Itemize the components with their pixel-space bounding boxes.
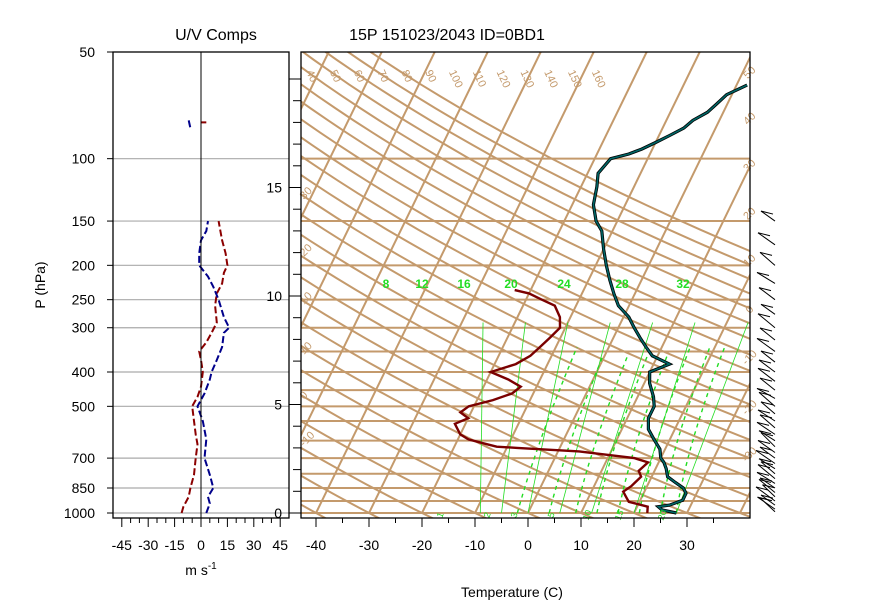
uv-x-tick-label: -15 — [164, 537, 184, 553]
dry-adiabat — [0, 36, 383, 521]
mixing-ratio-label: 8 — [383, 277, 390, 291]
height-tick-label: 10 — [266, 288, 282, 304]
uv-x-tick-label: 30 — [246, 537, 262, 553]
isotherm — [0, 52, 11, 513]
temperature-axis: -40 -30 -20 -10 0 10 20 30 — [306, 518, 714, 553]
saturated-adiabat-label: 10 — [581, 509, 594, 522]
pressure-tick-label: 1000 — [64, 505, 95, 521]
pressure-tick-label: 250 — [72, 292, 96, 308]
temperature-tick-label: -30 — [359, 537, 379, 553]
isotherm-left-label: 10 — [298, 340, 315, 357]
pressure-tick-label: 400 — [72, 364, 96, 380]
dry-adiabat — [0, 36, 706, 521]
isotherm — [687, 52, 887, 513]
isotherm — [0, 52, 170, 513]
pressure-tick-label: 100 — [72, 151, 96, 167]
isotherm — [793, 52, 887, 513]
isotherm — [51, 52, 276, 513]
isotherm — [210, 52, 435, 513]
mixing-ratio-label: 28 — [615, 277, 629, 291]
dry-adiabat — [216, 36, 887, 521]
temperature-tick-label: 30 — [679, 537, 695, 553]
dry-adiabat — [303, 36, 887, 521]
isotherm — [157, 52, 382, 513]
pressure-tick-label: 300 — [72, 320, 96, 336]
skewt-title: 15P 151023/2043 ID=0BD1 — [349, 27, 545, 44]
mixing-ratio-label: 24 — [557, 277, 571, 291]
adiabat-label: 160 — [589, 68, 608, 90]
temperature-tick-label: 10 — [573, 537, 589, 553]
pressure-tick-label: 150 — [72, 213, 96, 229]
pressure-tick-label: 700 — [72, 450, 96, 466]
pressure-tick-label: 50 — [79, 44, 95, 60]
wind-barbs — [756, 211, 775, 512]
pressure-axis: 50 100 150 200 250 300 400 500 700 850 1000 — [64, 44, 113, 521]
temperature-tick-label: -10 — [465, 537, 485, 553]
pressure-tick-label: 200 — [72, 257, 96, 273]
isotherm — [0, 52, 117, 513]
height-tick-label: 0 — [274, 505, 282, 521]
dry-adiabat — [0, 36, 652, 521]
adiabat-label: 80 — [398, 68, 414, 84]
adiabat-label: 150 — [565, 68, 584, 90]
adiabat-label: 120 — [494, 68, 513, 90]
mixing-ratio-label: 20 — [504, 277, 518, 291]
temperature-axis-label: Temperature (C) — [461, 584, 563, 600]
uv-title: U/V Comps — [175, 27, 257, 44]
temperature-tick-label: 0 — [524, 537, 532, 553]
mixing-ratio-label: 12 — [415, 277, 429, 291]
adiabat-label: 140 — [541, 68, 560, 90]
dry-adiabat — [0, 36, 330, 521]
isotherm — [104, 52, 329, 513]
uv-x-axis-label: m s-1 — [185, 561, 217, 578]
series-v-component — [189, 120, 230, 513]
mixing-ratio-label: 32 — [676, 277, 690, 291]
saturated-adiabat-label: 15 — [613, 509, 626, 522]
isotherm — [846, 52, 887, 513]
adiabat-label: 130 — [517, 68, 536, 90]
height-tick-label: 5 — [274, 397, 282, 413]
uv-x-axis: -45 -30 -15 0 15 30 45 — [112, 518, 289, 553]
uv-x-tick-label: -45 — [112, 537, 132, 553]
mixing-ratio-label: 16 — [457, 277, 471, 291]
uv-x-tick-label: 45 — [272, 537, 288, 553]
pressure-axis-label: P (hPa) — [32, 261, 48, 308]
pressure-tick-label: 500 — [72, 398, 96, 414]
uv-x-tick-label: 0 — [197, 537, 205, 553]
isotherm — [263, 52, 488, 513]
adiabat-label: 100 — [446, 68, 465, 90]
wind-barb-staff — [757, 272, 775, 283]
adiabat-label: 110 — [470, 68, 488, 89]
uv-unit-ms: m s — [185, 562, 208, 578]
uv-unit-exp: -1 — [208, 561, 217, 572]
temperature-tick-label: -40 — [306, 537, 326, 553]
uv-curves — [182, 120, 230, 513]
temperature-tick-label: -20 — [412, 537, 432, 553]
isotherm-left-label: 20 — [298, 242, 315, 259]
height-tick-label: 15 — [266, 180, 282, 196]
pressure-tick-label: 850 — [72, 480, 96, 496]
uv-x-tick-label: -30 — [138, 537, 158, 553]
temperature-tick-label: 20 — [626, 537, 642, 553]
uv-x-tick-label: 15 — [220, 537, 236, 553]
